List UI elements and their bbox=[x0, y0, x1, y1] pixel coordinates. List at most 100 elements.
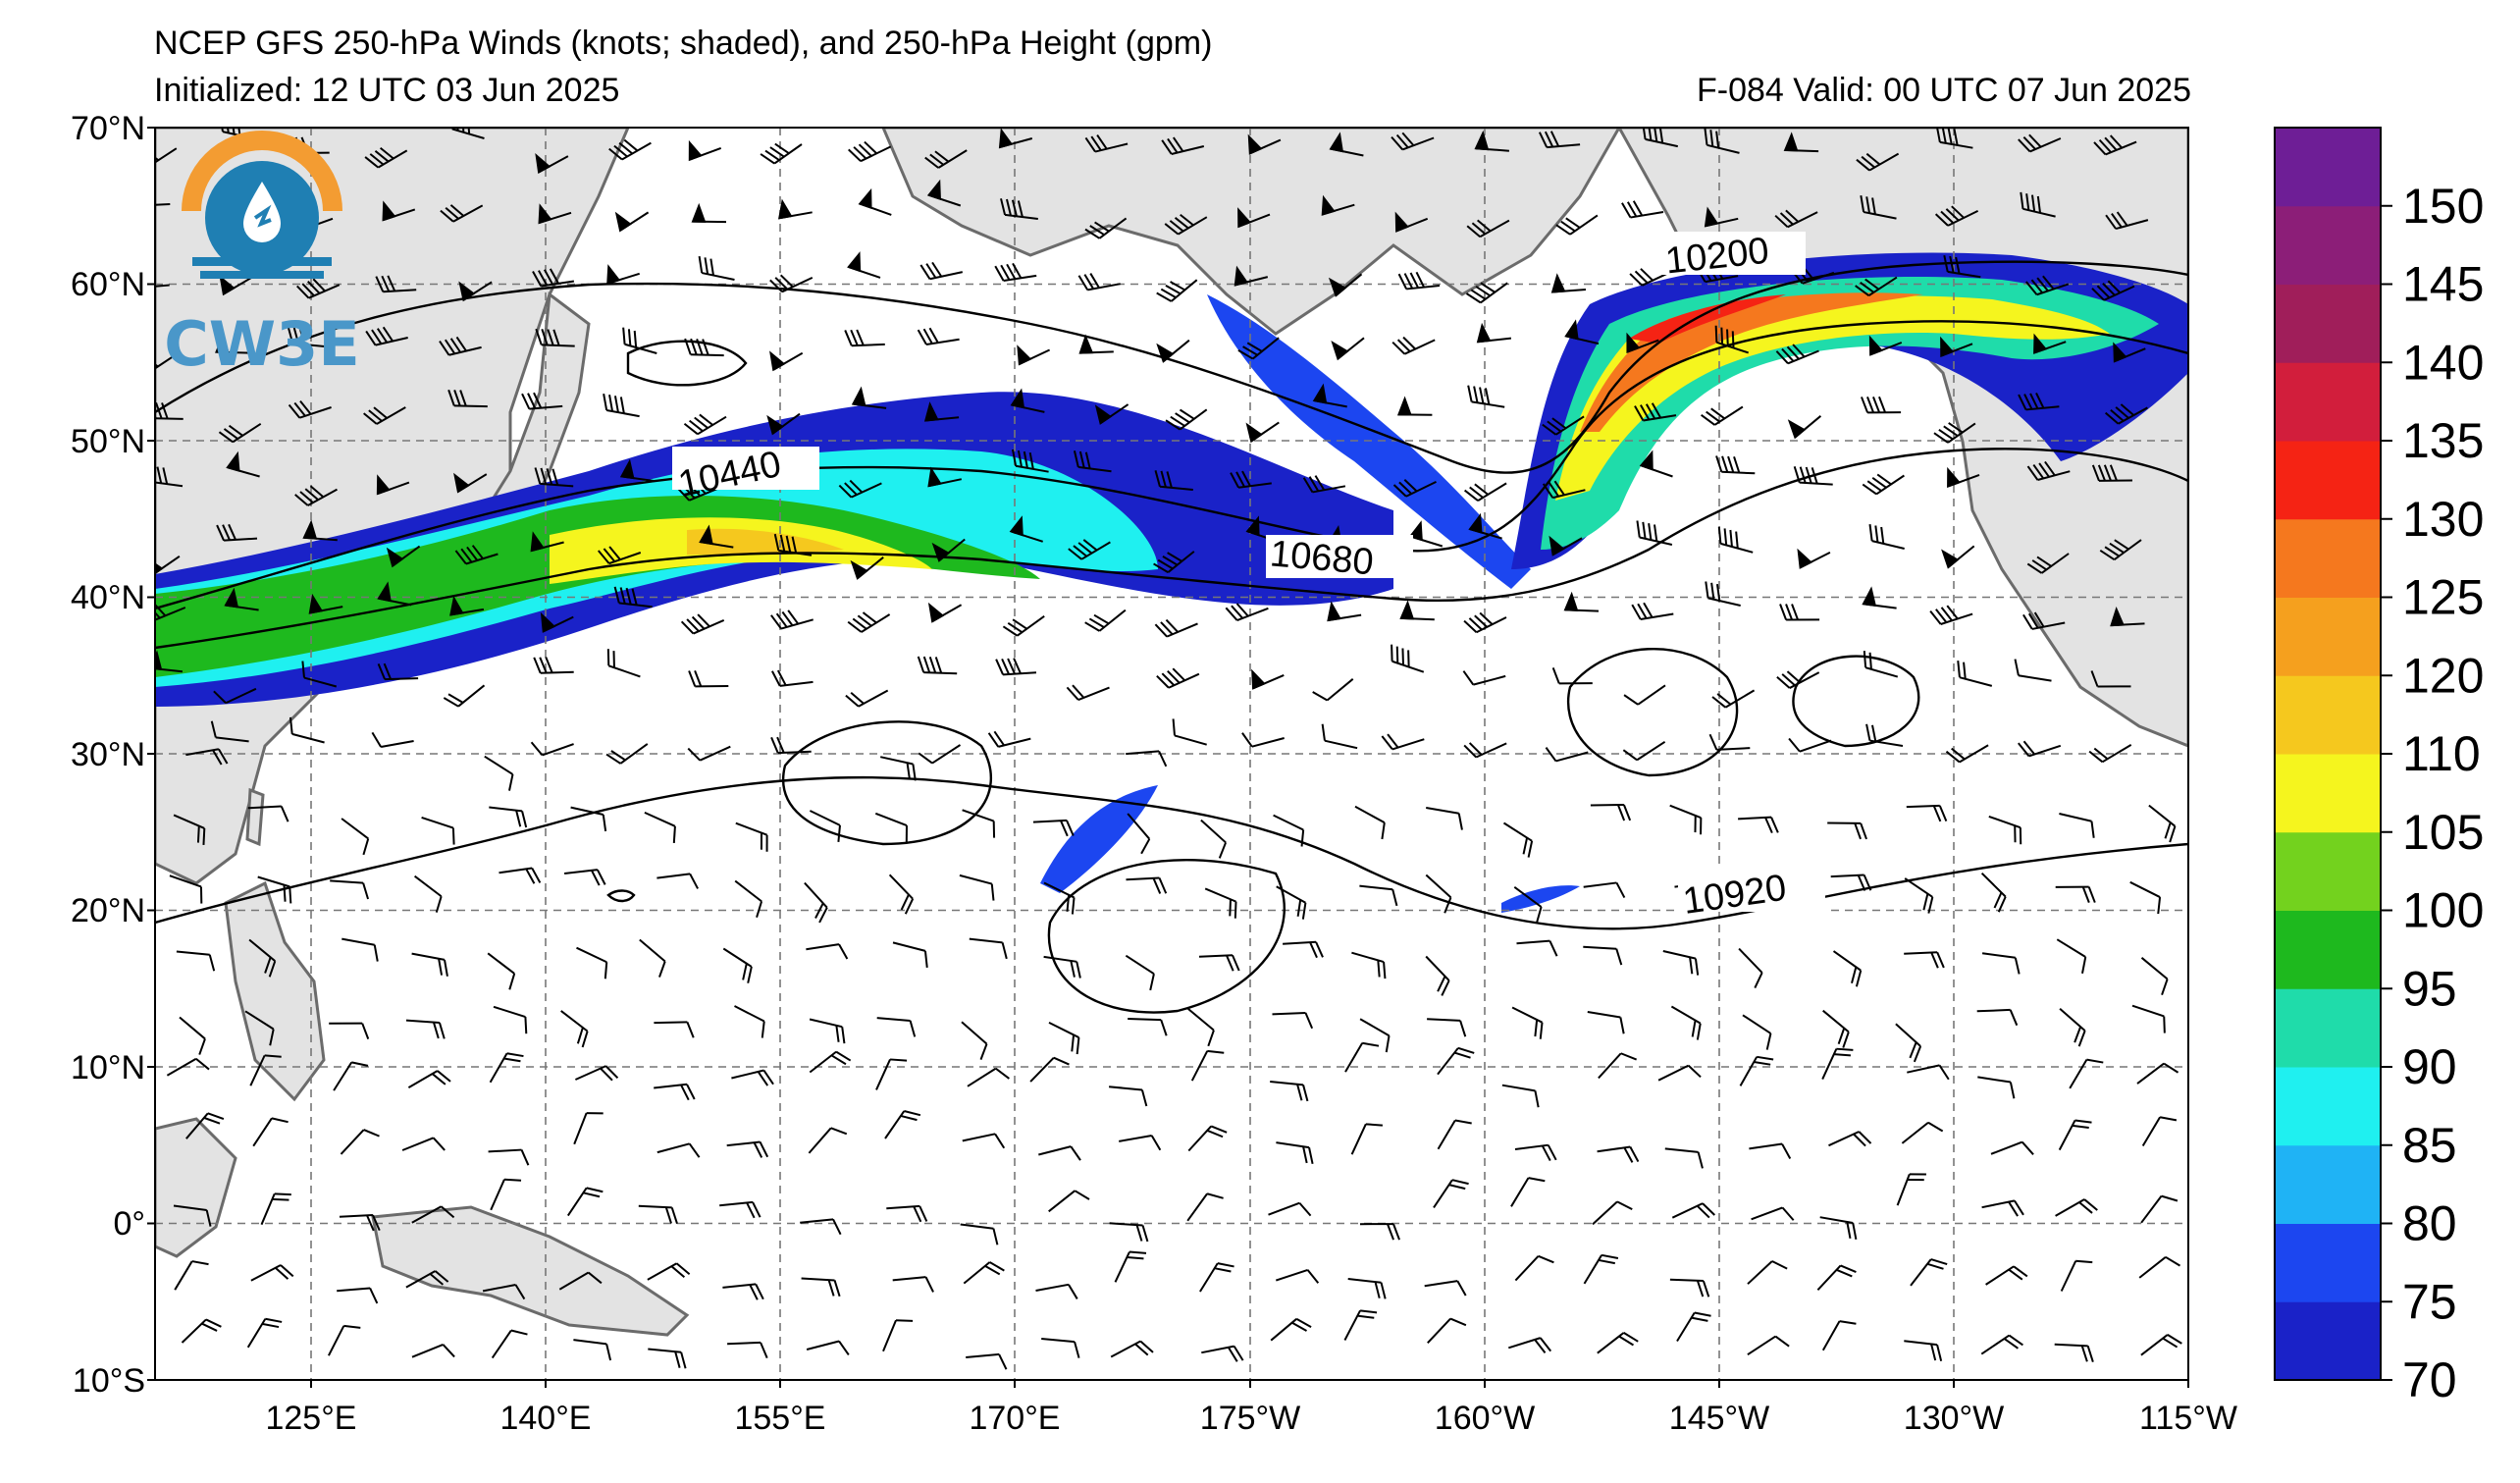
wind-barb bbox=[260, 1192, 291, 1226]
wind-barb bbox=[1657, 1064, 1702, 1082]
wind-barb bbox=[487, 952, 516, 990]
logo-wave-2 bbox=[200, 271, 324, 279]
wind-barb bbox=[1312, 678, 1354, 702]
wind-barb bbox=[1474, 130, 1509, 152]
contour-high-5 bbox=[606, 889, 636, 903]
wind-barb bbox=[1901, 1121, 1944, 1144]
wind-barb bbox=[687, 745, 731, 762]
wind-barb bbox=[1816, 1264, 1857, 1291]
wind-barb bbox=[1156, 339, 1190, 363]
wind-barb bbox=[884, 1110, 921, 1139]
wind-barb bbox=[2020, 191, 2056, 218]
wind-barb bbox=[1945, 744, 1989, 764]
colorbar-label: 150 bbox=[2402, 179, 2484, 234]
wind-barb bbox=[1550, 273, 1587, 293]
wind-barb bbox=[1427, 1317, 1467, 1344]
wind-barb bbox=[1190, 1049, 1225, 1082]
lat-label: 50°N bbox=[71, 423, 145, 460]
wind-barb bbox=[405, 1270, 449, 1289]
wind-barb bbox=[1545, 747, 1589, 763]
colorbar-segment bbox=[2275, 205, 2381, 285]
wind-barb bbox=[882, 1319, 914, 1352]
wind-barb bbox=[1988, 815, 2022, 845]
wind-barb bbox=[1555, 214, 1599, 236]
wind-barb bbox=[482, 1283, 526, 1300]
wind-barb bbox=[838, 479, 882, 499]
wind-barb bbox=[1201, 1345, 1244, 1362]
wind-barb bbox=[597, 546, 642, 565]
wind-barb bbox=[892, 941, 928, 968]
wind-barb bbox=[1738, 816, 1779, 834]
wind-barb bbox=[1425, 955, 1450, 996]
lon-label: 145°W bbox=[1669, 1400, 1769, 1437]
wind-barb bbox=[1002, 614, 1045, 637]
wind-barb bbox=[2014, 659, 2052, 682]
wind-barb bbox=[1476, 322, 1512, 344]
wind-barb bbox=[1077, 273, 1121, 291]
wind-barb bbox=[250, 1264, 294, 1282]
wind-barb bbox=[680, 613, 725, 635]
wind-barb bbox=[289, 716, 325, 744]
wind-barb bbox=[1165, 408, 1208, 431]
wind-barb bbox=[1127, 813, 1151, 855]
wind-barb bbox=[224, 587, 259, 611]
wind-barb bbox=[341, 937, 379, 962]
wind-barb bbox=[722, 1283, 764, 1300]
wind-barb bbox=[1275, 1268, 1320, 1284]
wind-barb bbox=[1597, 1332, 1639, 1354]
wind-barb bbox=[847, 611, 891, 633]
wind-barb bbox=[2091, 280, 2135, 301]
contour-high-3 bbox=[1792, 655, 1920, 748]
wind-barb bbox=[491, 1329, 528, 1359]
wind-barb bbox=[219, 275, 253, 296]
wind-barb bbox=[998, 128, 1033, 149]
wind-barb bbox=[1821, 1320, 1857, 1351]
wind-barb bbox=[252, 1117, 289, 1147]
wind-barb bbox=[2025, 275, 2070, 296]
wind-barb bbox=[155, 147, 178, 168]
wind-barb bbox=[301, 661, 338, 688]
contour-low-1 bbox=[1047, 859, 1286, 1014]
wind-barb bbox=[1425, 874, 1452, 914]
wind-barb bbox=[1312, 383, 1347, 408]
wind-barb bbox=[1084, 217, 1128, 239]
wind-barb bbox=[1910, 1258, 1948, 1287]
wind-barb bbox=[1462, 670, 1506, 686]
colorbar-segment bbox=[2275, 1223, 2381, 1302]
wind-barb bbox=[809, 1018, 846, 1044]
bering-jet bbox=[1207, 294, 1531, 589]
colorbar-segment bbox=[2275, 675, 2381, 755]
lon-label: 175°W bbox=[1200, 1400, 1300, 1437]
wind-barb bbox=[731, 1069, 774, 1086]
contour-label-10680: 10680 bbox=[1268, 533, 1375, 583]
wind-barb bbox=[1068, 539, 1111, 560]
wind-barb bbox=[376, 474, 410, 496]
wind-barb bbox=[294, 485, 338, 506]
wind-barb bbox=[809, 1050, 852, 1074]
wind-barb bbox=[573, 1112, 604, 1145]
wind-barb bbox=[806, 943, 849, 960]
colorbar-label: 100 bbox=[2402, 883, 2484, 938]
wind-barb bbox=[608, 138, 652, 161]
colorbar-label: 110 bbox=[2402, 726, 2481, 781]
wind-barb bbox=[1501, 1084, 1540, 1108]
wind-barb bbox=[2026, 553, 2070, 574]
wind-barb bbox=[340, 1129, 380, 1155]
wind-barb bbox=[1855, 276, 1898, 297]
wind-barb bbox=[573, 1339, 612, 1361]
wind-barb bbox=[1929, 605, 1973, 625]
wind-barb bbox=[683, 413, 727, 436]
wind-barb bbox=[845, 689, 889, 708]
colorbar-segment bbox=[2275, 1144, 2381, 1224]
wind-barb bbox=[1865, 723, 1904, 747]
wind-barb bbox=[1468, 512, 1502, 540]
wind-barb bbox=[800, 1218, 842, 1236]
wind-barb bbox=[966, 1352, 1008, 1370]
wind-barb bbox=[1669, 804, 1703, 835]
wind-barb bbox=[1788, 737, 1832, 753]
colorbar-segment bbox=[2275, 754, 2381, 833]
wind-barb bbox=[377, 581, 412, 607]
wind-barb bbox=[808, 1127, 848, 1154]
colorbar-label: 145 bbox=[2402, 257, 2484, 312]
wind-barb bbox=[1437, 1119, 1472, 1150]
